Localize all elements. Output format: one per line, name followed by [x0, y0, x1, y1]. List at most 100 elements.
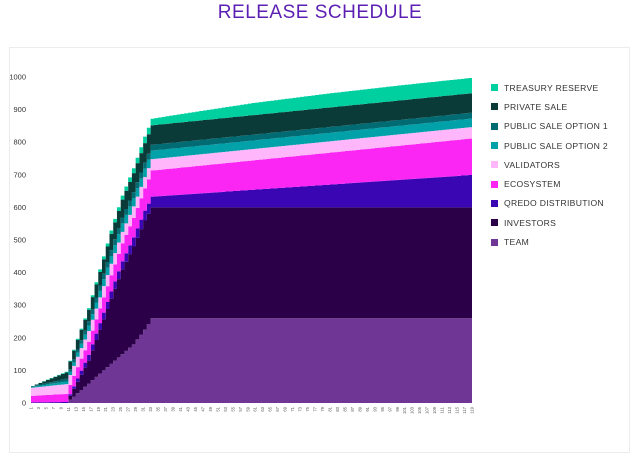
legend-swatch — [491, 199, 498, 207]
x-tick-label: 57 — [238, 406, 243, 411]
area-public-sale-option-2 — [31, 118, 472, 388]
x-tick-label: 9 — [58, 406, 63, 409]
legend-item: QREDO DISTRIBUTION — [491, 194, 636, 213]
x-tick-label: 23 — [111, 406, 116, 411]
y-tick-label: 900 — [13, 105, 26, 114]
x-tick-label: 95 — [380, 406, 385, 411]
x-tick-label: 49 — [208, 406, 213, 411]
legend-label: PRIVATE SALE — [504, 101, 568, 112]
area-qredo-distribution — [31, 174, 472, 403]
x-tick-label: 67 — [275, 406, 280, 411]
area-private-sale — [31, 92, 472, 387]
x-tick-label: 73 — [298, 406, 303, 411]
x-tick-label: 19 — [96, 406, 101, 411]
area-investors — [31, 207, 472, 403]
x-tick-label: 113 — [447, 406, 452, 413]
x-tick-label: 83 — [335, 406, 340, 411]
legend-swatch — [491, 84, 498, 92]
x-tick-label: 1 — [29, 406, 34, 409]
x-tick-label: 39 — [171, 406, 176, 411]
legend-label: TEAM — [504, 237, 530, 248]
x-tick-label: 13 — [73, 406, 78, 411]
legend-label: PUBLIC SALE OPTION 1 — [504, 121, 608, 132]
legend-item: PUBLIC SALE OPTION 2 — [491, 136, 636, 155]
y-tick-label: 600 — [13, 203, 26, 212]
x-tick-label: 15 — [81, 406, 86, 411]
x-tick-label: 59 — [245, 406, 250, 411]
x-tick-label: 29 — [133, 406, 138, 411]
y-tick-label: 400 — [13, 268, 26, 277]
x-tick-label: 11 — [66, 406, 71, 411]
x-tick-label: 61 — [253, 406, 258, 411]
y-tick-label: 500 — [13, 236, 26, 245]
x-tick-label: 93 — [372, 406, 377, 411]
y-tick-label: 300 — [13, 301, 26, 310]
y-tick-label: 1000 — [9, 73, 26, 82]
x-tick-label: 7 — [51, 406, 56, 409]
x-tick-label: 109 — [432, 406, 437, 414]
legend-item: TEAM — [491, 232, 636, 251]
x-tick-label: 119 — [470, 406, 475, 413]
chart-title: RELEASE SCHEDULE — [217, 2, 423, 23]
legend-swatch — [491, 161, 498, 169]
legend-swatch — [491, 142, 498, 150]
x-tick-label: 101 — [402, 406, 407, 414]
legend-swatch — [491, 103, 498, 111]
legend-label: PUBLIC SALE OPTION 2 — [504, 140, 608, 151]
x-tick-label: 117 — [462, 406, 467, 413]
legend-label: ECOSYSTEM — [504, 179, 561, 190]
legend-item: INVESTORS — [491, 213, 636, 232]
y-tick-label: 200 — [13, 333, 26, 342]
y-tick-label: 100 — [13, 366, 26, 375]
x-tick-label: 89 — [357, 406, 362, 411]
x-tick-label: 103 — [410, 406, 415, 414]
x-tick-label: 69 — [283, 406, 288, 411]
x-tick-label: 53 — [223, 406, 228, 411]
legend-swatch — [491, 238, 498, 246]
x-tick-label: 71 — [290, 406, 295, 411]
x-tick-label: 37 — [163, 406, 168, 411]
x-tick-label: 75 — [305, 406, 310, 411]
x-tick-label: 115 — [455, 406, 460, 413]
legend-item: VALIDATORS — [491, 155, 636, 174]
x-tick-label: 81 — [327, 406, 332, 411]
y-tick-label: 0 — [22, 399, 26, 408]
area-team — [31, 318, 472, 403]
x-tick-label: 35 — [156, 406, 161, 411]
x-tick-label: 77 — [313, 406, 318, 411]
legend-label: TREASURY RESERVE — [504, 82, 599, 93]
x-tick-label: 111 — [440, 406, 445, 413]
legend-item: PRIVATE SALE — [491, 97, 636, 116]
x-tick-label: 17 — [88, 406, 93, 411]
x-tick-label: 21 — [103, 406, 108, 411]
x-tick-label: 51 — [215, 406, 220, 411]
x-tick-label: 25 — [118, 406, 123, 411]
x-tick-label: 85 — [342, 406, 347, 411]
legend-swatch — [491, 180, 498, 188]
legend-label: QREDO DISTRIBUTION — [504, 198, 604, 209]
x-tick-label: 91 — [365, 406, 370, 411]
x-tick-label: 43 — [185, 406, 190, 411]
legend-item: ECOSYSTEM — [491, 174, 636, 193]
x-tick-label: 87 — [350, 406, 355, 411]
x-tick-label: 45 — [193, 406, 198, 411]
chart-legend: TREASURY RESERVE PRIVATE SALE PUBLIC SALE … — [491, 78, 636, 252]
x-tick-label: 31 — [141, 406, 146, 411]
area-validators — [31, 126, 472, 396]
x-tick-label: 47 — [200, 406, 205, 411]
x-tick-label: 33 — [148, 406, 153, 411]
x-tick-label: 5 — [43, 406, 48, 409]
legend-item: PUBLIC SALE OPTION 1 — [491, 117, 636, 136]
x-tick-label: 107 — [425, 406, 430, 414]
x-tick-label: 105 — [417, 406, 422, 414]
x-tick-label: 79 — [320, 406, 325, 411]
x-tick-label: 65 — [268, 406, 273, 411]
legend-item: TREASURY RESERVE — [491, 78, 636, 97]
legend-label: VALIDATORS — [504, 159, 561, 170]
y-tick-label: 700 — [13, 170, 26, 179]
x-tick-label: 99 — [395, 406, 400, 411]
x-tick-label: 41 — [178, 406, 183, 411]
x-tick-label: 3 — [36, 406, 41, 409]
legend-swatch — [491, 122, 498, 130]
